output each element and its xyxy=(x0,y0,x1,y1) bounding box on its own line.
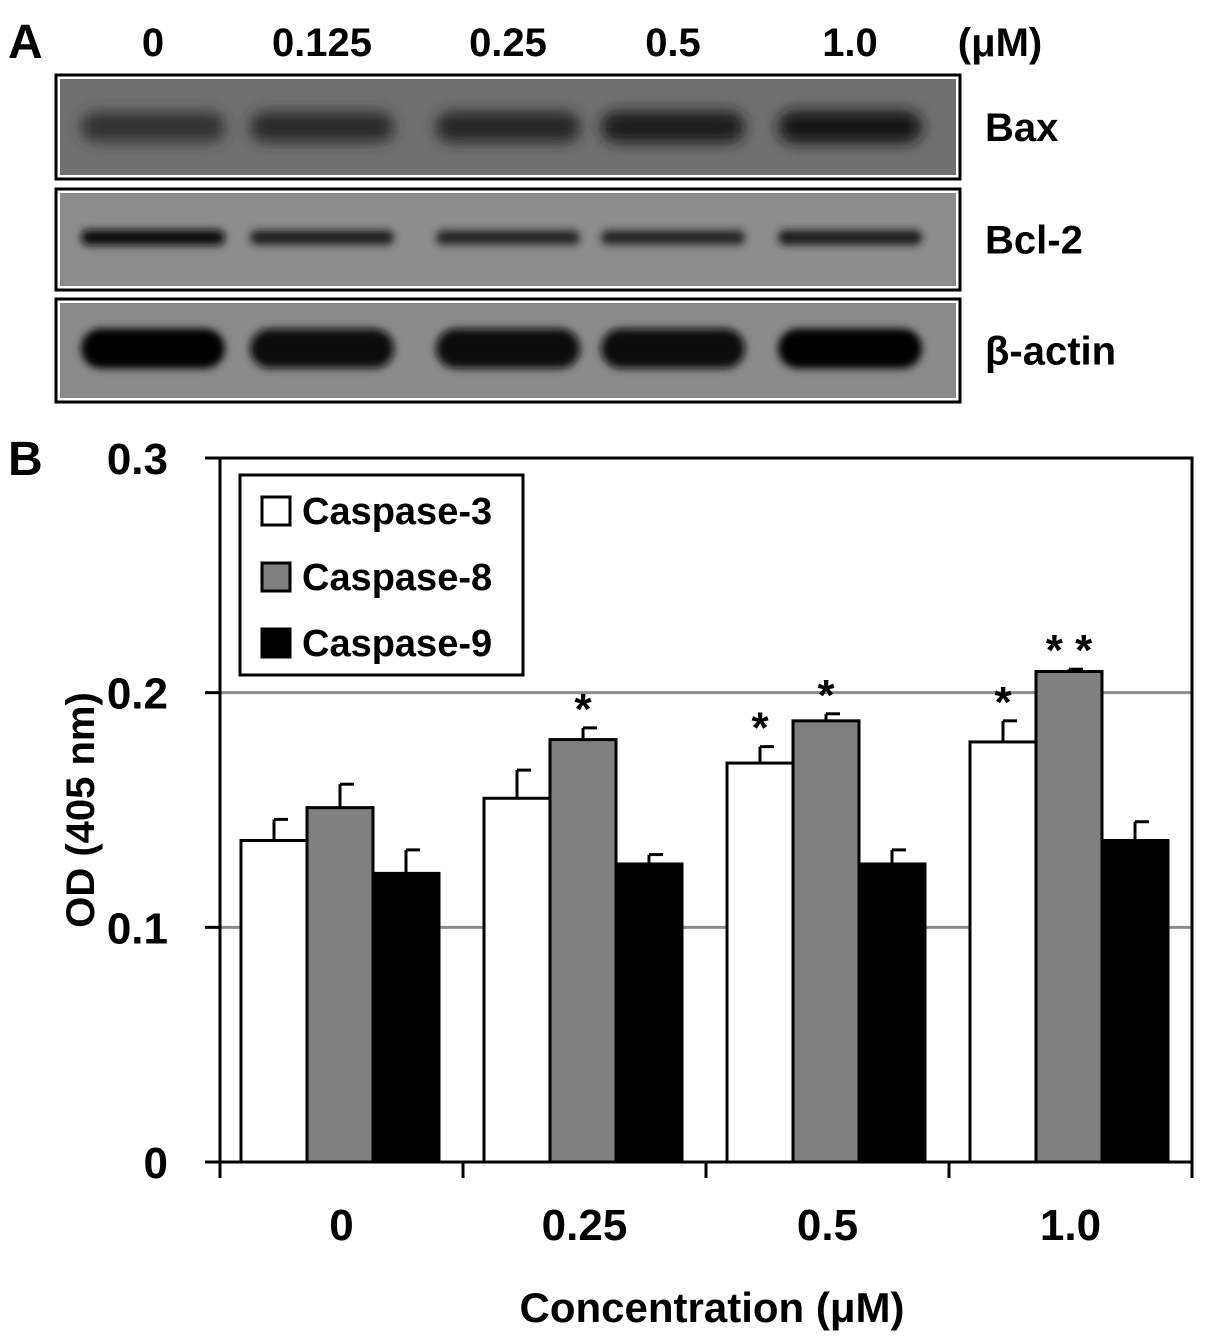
lane-label: 0.25 xyxy=(469,21,547,65)
blot-label: β-actin xyxy=(985,330,1116,374)
y-axis-title: OD (405 nm) xyxy=(59,692,103,928)
bar xyxy=(968,740,1038,1164)
x-tick-label: 0.5 xyxy=(797,1201,858,1250)
legend-swatch xyxy=(260,627,292,659)
bar xyxy=(725,761,795,1164)
band xyxy=(778,328,922,369)
legend-label: Caspase-8 xyxy=(302,557,492,599)
band xyxy=(601,230,745,245)
bar xyxy=(482,796,552,1164)
band xyxy=(601,111,745,143)
blot-0: Bax xyxy=(54,73,1058,181)
band xyxy=(81,112,225,142)
blot-label: Bax xyxy=(985,106,1058,150)
band xyxy=(81,328,225,369)
blot-label: Bcl-2 xyxy=(985,219,1083,263)
band xyxy=(250,230,394,245)
y-tick-label: 0.1 xyxy=(107,904,168,953)
blot-2: β-actin xyxy=(54,297,1116,404)
y-axis: 0 0.1 0.2 0.3 xyxy=(107,435,220,1188)
band xyxy=(250,112,394,142)
band xyxy=(81,229,225,246)
lane-label: 0.125 xyxy=(272,21,372,65)
legend-swatch xyxy=(260,495,292,527)
band xyxy=(601,328,745,369)
band xyxy=(436,230,580,245)
bar xyxy=(239,839,309,1164)
legend-label: Caspase-9 xyxy=(302,623,492,665)
western-blots: Bax Bcl-2 β-actin xyxy=(54,73,1116,404)
x-tick-label: 0.25 xyxy=(542,1201,628,1250)
bar xyxy=(548,738,618,1164)
lane-labels: 0 0.125 0.25 0.5 1.0 xyxy=(142,21,878,65)
band xyxy=(778,110,922,144)
band xyxy=(250,328,394,369)
bar xyxy=(305,806,375,1164)
legend-label: Caspase-3 xyxy=(302,491,492,533)
bars: * * * * * * xyxy=(239,626,1170,1164)
bar xyxy=(857,862,927,1164)
significance-marker: * xyxy=(751,704,769,753)
bar xyxy=(1100,839,1170,1164)
panel-b-letter: B xyxy=(8,433,43,486)
band xyxy=(436,328,580,369)
bar-chart: * * * * * * 0 0.1 0.2 0.3 0 0.25 0.5 1.0 Caspase-3… xyxy=(59,435,1194,1331)
y-tick-label: 0.2 xyxy=(107,670,168,719)
band xyxy=(778,230,922,245)
bar xyxy=(371,871,441,1164)
significance-marker: * * xyxy=(1046,626,1093,675)
y-tick-label: 0.3 xyxy=(107,435,168,484)
bar xyxy=(791,719,861,1164)
significance-marker: * xyxy=(574,685,592,734)
x-axis-title: Concentration (μM) xyxy=(520,1284,905,1331)
legend: Caspase-3 Caspase-8 Caspase-9 xyxy=(238,473,525,677)
panel-a-letter: A xyxy=(8,16,43,69)
lane-label: 0.5 xyxy=(645,21,701,65)
significance-marker: * xyxy=(817,671,835,720)
band xyxy=(436,111,580,143)
legend-swatch xyxy=(260,561,292,593)
y-tick-label: 0 xyxy=(144,1139,168,1188)
unit-label: (μM) xyxy=(958,21,1042,65)
blot-1: Bcl-2 xyxy=(54,187,1083,292)
significance-marker: * xyxy=(994,678,1012,727)
x-axis: 0 0.25 0.5 1.0 xyxy=(218,1162,1194,1250)
lane-label: 1.0 xyxy=(822,21,878,65)
bar xyxy=(1034,670,1104,1164)
bar xyxy=(614,862,684,1164)
x-tick-label: 1.0 xyxy=(1040,1201,1101,1250)
lane-label: 0 xyxy=(142,21,164,65)
x-tick-label: 0 xyxy=(329,1201,353,1250)
